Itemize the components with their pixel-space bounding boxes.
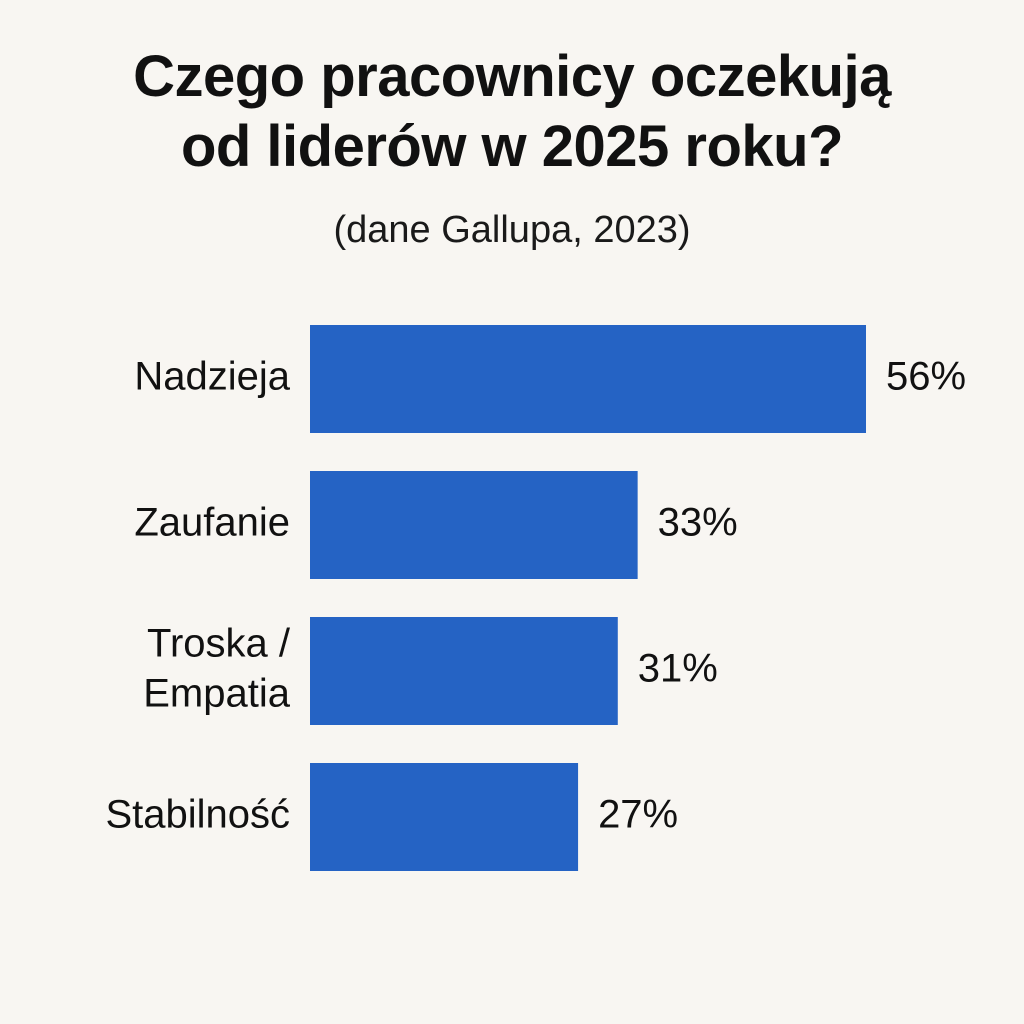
bar-3 [310, 763, 579, 871]
category-label-3: Stabilność [105, 793, 290, 837]
category-label-3-line-0: Stabilność [105, 793, 290, 837]
category-label-0: Nadzieja [134, 355, 290, 399]
bar-2 [310, 617, 618, 725]
value-label-2: 31% [638, 647, 718, 691]
bar-0 [310, 325, 866, 433]
value-label-1: 33% [658, 501, 738, 545]
value-label-3: 27% [598, 793, 678, 837]
value-label-0: 56% [886, 355, 966, 399]
chart-subtitle: (dane Gallupa, 2023) [333, 209, 691, 251]
category-label-2: Troska / Empatia [143, 622, 291, 716]
category-label-1-line-0: Zaufanie [134, 501, 290, 545]
category-label-2-line-1: Empatia [143, 672, 290, 716]
category-label-1: Zaufanie [134, 501, 290, 545]
category-label-2-line-0: Troska / [147, 622, 291, 666]
bar-1 [310, 471, 638, 579]
category-label-0-line-0: Nadzieja [134, 355, 290, 399]
chart-title: Czego pracownicy oczekują od liderów w 2… [0, 42, 1024, 182]
chart-title-line-1: Czego pracownicy oczekują [133, 44, 891, 109]
chart-title-line-2: od liderów w 2025 roku? [180, 114, 844, 179]
